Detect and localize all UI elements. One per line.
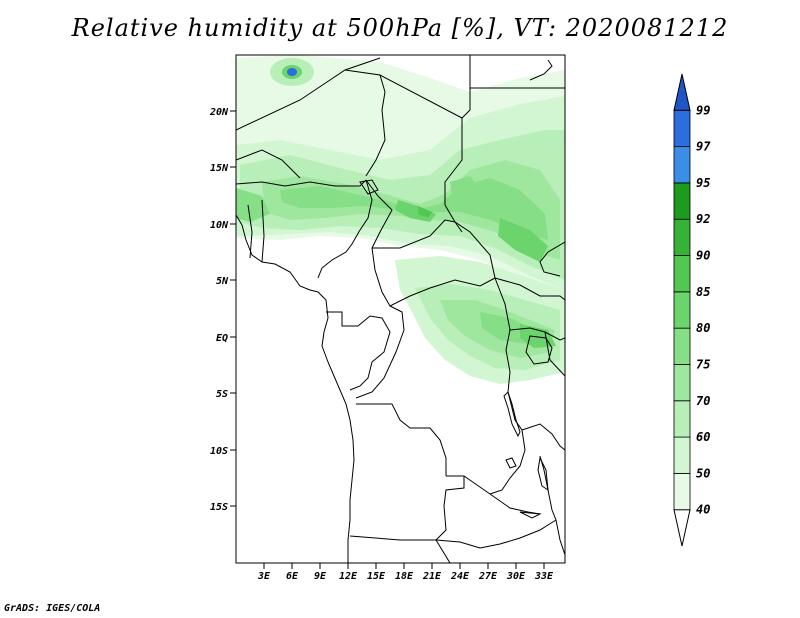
colorbar-level-label: 92 [696,212,710,226]
border-mali-niger [236,149,301,179]
border-namibia [349,535,481,549]
colorbar-segment [673,73,691,111]
lon-label: 18E [395,571,414,582]
lon-label: 15E [367,571,386,582]
border-car-south [371,247,496,307]
colorbar-level-label: 60 [696,430,710,444]
lon-label: 24E [450,571,470,582]
border-chad-libya [379,74,463,119]
lake-victoria [525,335,553,365]
colorbar [673,73,691,547]
border-malawi [539,455,565,556]
humidity-field [236,55,565,384]
axis-ticks [230,110,545,569]
map-frame [235,54,566,564]
page-title: Relative humidity at 500hPa [%], VT: 202… [71,14,729,42]
border-congo-gabon [326,311,391,391]
lon-label: 9E [314,571,327,582]
border-tanzania [521,423,565,451]
lat-label: 5S [216,389,228,400]
coastline-west-africa [236,214,355,563]
colorbar-level-label: 40 [696,503,710,517]
humidity-core-80b [418,206,432,218]
border-drc-congo [355,305,405,399]
humidity-core-east [498,218,548,262]
lon-labels: 3E 6E 9E 12E 15E 18E 21E 24E 27E 30E 33E [257,571,554,582]
lat-label: 10N [210,220,229,231]
colorbar-segment [673,327,691,365]
colorbar-segment [673,291,691,329]
colorbar-level-label: 50 [696,466,710,480]
lon-label: 21E [422,571,442,582]
colorbar-segment [673,364,691,402]
border-niger-nigeria [236,179,367,187]
colorbar-segment [673,109,691,148]
border-togo [247,204,253,259]
colorbar-level-label: 97 [696,140,711,154]
colorbar-segment [673,146,691,184]
colorbar-level-label: 99 [696,103,710,117]
lon-label: 33E [534,571,554,582]
lat-label: 10S [210,446,228,457]
border-zimbabwe [479,519,557,549]
lat-label: EQ [216,333,228,344]
border-cameroon-chad [365,179,393,249]
lon-label: 12E [339,571,358,582]
border-angola-east [435,475,465,541]
map-borders [236,55,565,563]
border-chad-sudan [444,118,463,233]
lon-label: 3E [257,571,271,582]
colorbar-segment [673,255,691,293]
humidity-band-north-80 [280,178,548,240]
coast-red-sea [529,59,553,81]
border-benin [261,199,265,263]
colorbar-segment [673,400,691,438]
lon-label: 30E [506,571,526,582]
credit-label: GrADS: IGES/COLA [4,603,101,614]
border-angola-north [356,403,447,476]
border-south-sudan [494,277,565,301]
lake-chad [359,179,379,195]
lat-label: 15N [210,163,229,174]
border-algeria-libya [236,57,381,131]
lat-label: 15S [210,502,228,513]
humidity-peak-north-blue [287,68,297,76]
humidity-core-west [236,188,270,222]
colorbar-level-label: 80 [696,321,710,335]
colorbar-level-label: 90 [696,249,710,263]
lake-kariba [519,511,542,519]
colorbar-segment [673,218,691,256]
lake-malawi [537,456,549,492]
colorbar-level-label: 75 [696,357,710,371]
colorbar-segment [673,472,691,511]
border-car-north [372,219,496,279]
colorbar-segment [673,509,691,547]
coast-east-gulf [539,241,565,277]
lat-label: 5N [216,276,229,287]
border-kenya [544,331,565,377]
humidity-core-east-b [450,176,480,200]
border-libya-egypt [461,55,471,119]
border-zambia [463,475,541,515]
border-nigeria-cameroon [317,179,373,279]
colorbar-segment [673,436,691,474]
border-botswana [435,539,451,563]
colorbar-segment [673,182,691,220]
lon-label: 6E [286,571,299,582]
lake-mweru [505,457,517,469]
colorbar-level-label: 95 [696,176,710,190]
colorbar-labels: 40 50 60 70 75 80 85 90 92 95 97 99 [696,103,711,516]
colorbar-level-label: 85 [696,285,710,299]
lat-label: 20N [209,107,229,118]
lon-label: 27E [478,571,498,582]
lake-tanganyika [503,391,521,438]
colorbar-level-label: 70 [696,394,710,408]
lat-labels: 20N 15N 10N 5N EQ 5S 10S 15S [209,107,229,513]
